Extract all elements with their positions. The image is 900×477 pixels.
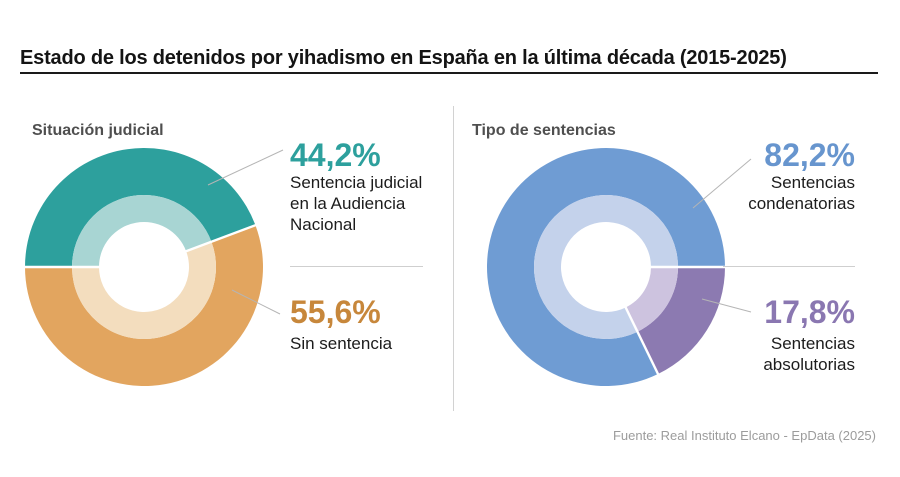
- left-callout-separator: [290, 266, 423, 267]
- segment-gap-line: [622, 303, 661, 379]
- segment-inner-sentencia-audiencia-nacional: [71, 194, 212, 267]
- segment-inner-sin-sentencia: [72, 241, 217, 339]
- segment-outer-sin-sentencia: [25, 225, 263, 386]
- donut-chart-tipo-sentencias: [487, 148, 729, 386]
- label-line: absolutorias: [763, 355, 855, 374]
- pct-value-condenatorias: 82,2%: [764, 137, 855, 173]
- segment-outer-sentencia-audiencia-nacional: [25, 147, 256, 267]
- left-chart-heading: Situación judicial: [32, 122, 164, 140]
- pct-value-sentencia-judicial: 44,2%: [290, 137, 381, 173]
- label-absolutorias: Sentencias absolutorias: [763, 333, 855, 375]
- source-credit: Fuente: Real Instituto Elcano - EpData (…: [612, 428, 876, 443]
- label-line: en la Audiencia: [290, 194, 406, 213]
- pct-value-sin-sentencia: 55,6%: [290, 294, 381, 330]
- label-line: Sentencia judicial: [290, 173, 423, 192]
- right-callout-separator: [723, 266, 855, 267]
- label-condenatorias: Sentencias condenatorias: [748, 172, 855, 214]
- segment-gap-line: [181, 222, 260, 254]
- label-sin-sentencia: Sin sentencia: [290, 333, 392, 354]
- title-underline: [20, 72, 878, 74]
- label-line: Sentencias: [770, 334, 855, 353]
- segment-outer-sentencias-absolutorias: [637, 267, 725, 375]
- label-sentencia-judicial: Sentencia judicial en la Audiencia Naciona…: [290, 172, 422, 235]
- label-line: condenatorias: [748, 194, 855, 213]
- segment-outer-sentencias-condenatorias: [487, 148, 725, 386]
- segment-inner-sentencias-condenatorias: [534, 195, 678, 339]
- page-title: Estado de los detenidos por yihadismo en…: [20, 47, 787, 70]
- label-line: Sin sentencia: [290, 334, 393, 353]
- label-line: Sentencias: [770, 173, 855, 192]
- panel-divider: [453, 106, 454, 411]
- donut-chart-situacion-judicial: [21, 147, 263, 386]
- segment-inner-sentencias-absolutorias: [625, 267, 678, 332]
- label-line: Nacional: [290, 215, 357, 234]
- right-chart-heading: Tipo de sentencias: [472, 122, 616, 140]
- pct-value-absolutorias: 17,8%: [764, 294, 855, 330]
